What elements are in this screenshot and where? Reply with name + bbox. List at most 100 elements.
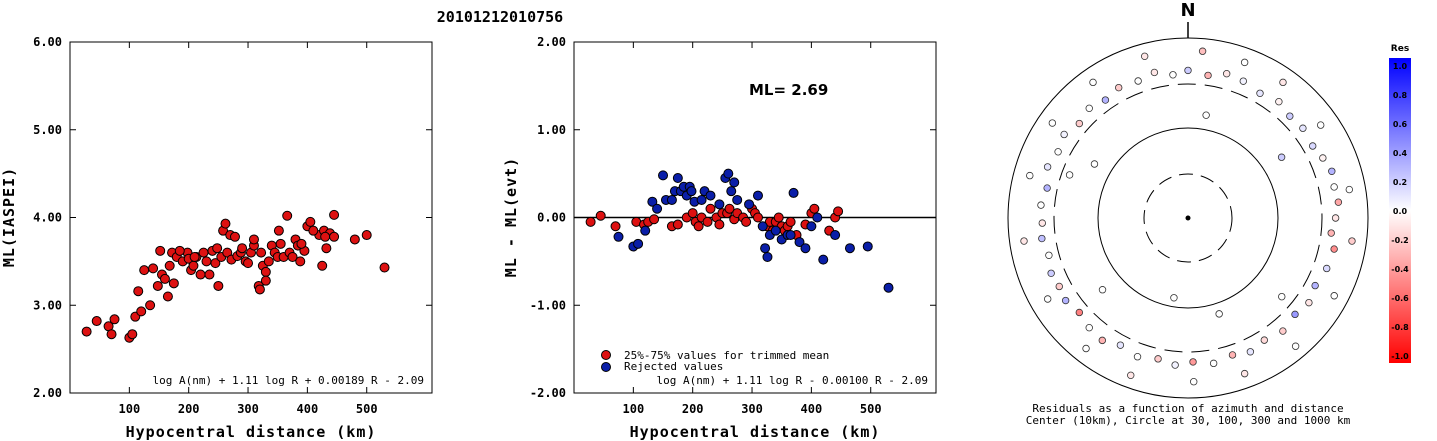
legend-label-trimmed: 25%-75% values for trimmed mean — [624, 349, 829, 362]
azimuth-point — [1098, 286, 1107, 294]
chart-1-ylabel: ML(IASPEI) — [0, 167, 18, 267]
azimuth-point — [1090, 160, 1099, 168]
chart-2-point-s1 — [812, 212, 823, 223]
chart-1-point-s0 — [109, 314, 120, 325]
chart-1-point-s0 — [282, 210, 293, 221]
azimuth-point — [1330, 292, 1338, 300]
chart-1-ytick-label: 2.00 — [33, 386, 62, 400]
chart-1-ytick-label: 6.00 — [33, 35, 62, 49]
azimuth-point — [1348, 237, 1356, 245]
chart-1-point-s0 — [305, 216, 316, 227]
azimuth-point — [1127, 371, 1135, 380]
chart-1-point-s0 — [210, 258, 221, 269]
azimuth-point — [1240, 369, 1249, 378]
chart-2-point-s1 — [757, 221, 768, 232]
colorbar-title: Res — [1391, 44, 1409, 54]
chart-2-point-s0 — [702, 216, 713, 227]
azimuth-point — [1150, 68, 1159, 77]
azimuth-point — [1239, 77, 1247, 85]
azimuth-point — [1045, 251, 1053, 259]
chart-2-point-s1 — [762, 251, 773, 262]
chart-2-xtick-label: 500 — [860, 402, 882, 416]
chart-2-point-s1 — [752, 190, 763, 201]
chart-1-point-s0 — [321, 243, 332, 254]
chart-2-ytick-label: 0.00 — [537, 211, 566, 225]
chart-1-point-s0 — [106, 329, 117, 340]
azimuth-point — [1020, 237, 1028, 245]
azimuth-point — [1279, 78, 1287, 87]
chart-2-point-s1 — [806, 221, 817, 232]
chart-2-point-s1 — [666, 194, 677, 205]
chart-1-points — [81, 209, 390, 343]
colorbar-tick-label: -0.2 — [1391, 236, 1409, 245]
azimuth-points — [1020, 47, 1356, 386]
chart-1-point-s0 — [248, 234, 259, 245]
azimuth-point — [1291, 310, 1299, 319]
azimuth-point — [1275, 97, 1283, 106]
azimuth-point — [1204, 71, 1212, 80]
ring-1000km — [1007, 37, 1369, 399]
azimuth-point — [1291, 342, 1300, 350]
azimuth-point — [1305, 298, 1313, 307]
chart-2-ytick-label: 2.00 — [537, 35, 566, 49]
chart-2-point-s1 — [726, 186, 737, 197]
azimuth-point — [1330, 183, 1338, 191]
chart-2-xtick-label: 100 — [623, 402, 645, 416]
chart-2-points — [585, 168, 894, 293]
azimuth-point — [1330, 245, 1338, 253]
chart-1-point-s0 — [220, 218, 231, 229]
chart-1-ytick-label: 4.00 — [33, 211, 62, 225]
chart-1-point-s0 — [361, 230, 372, 241]
azimuth-point — [1322, 264, 1331, 273]
azimuth-point — [1044, 295, 1052, 303]
chart-1-point-s0 — [296, 238, 307, 249]
chart-2-xtick-label: 200 — [682, 402, 704, 416]
chart-2-formula: log A(nm) + 1.11 log R - 0.00100 R - 2.0… — [656, 374, 928, 387]
colorbar-gradient — [1389, 58, 1411, 363]
azimuth-point — [1082, 344, 1090, 353]
colorbar-tick-label: 0.8 — [1393, 91, 1408, 100]
azimuth-point — [1054, 148, 1062, 156]
chart-1-point-s0 — [260, 266, 271, 277]
chart-1-point-s0 — [329, 209, 340, 220]
chart-1-point-s0 — [349, 234, 360, 245]
azimuth-point — [1154, 355, 1162, 363]
azimuth-point — [1055, 282, 1063, 291]
chart-2-point-s1 — [729, 177, 740, 188]
azimuth-point — [1299, 124, 1307, 132]
azimuth-point — [1047, 269, 1055, 277]
chart-2-point-s1 — [744, 199, 755, 210]
chart-1-xtick-label: 300 — [237, 402, 259, 416]
azimuth-point — [1133, 352, 1142, 361]
chart-2-point-s0 — [705, 203, 716, 214]
chart-1-xtick-label: 200 — [178, 402, 200, 416]
azimuth-point — [1048, 119, 1057, 127]
azimuth-point — [1328, 167, 1336, 175]
chart-1-point-s0 — [189, 251, 200, 262]
azimuth-point — [1279, 327, 1287, 335]
chart-2-point-s1 — [883, 282, 894, 293]
chart-2-point-s0 — [585, 216, 596, 227]
chart-1-x-axis: 100 200 300 400 500 — [119, 42, 378, 416]
chart-2-point-s0 — [649, 214, 660, 225]
chart-2-point-s1 — [672, 173, 683, 184]
chart-2-point-s1 — [844, 243, 855, 254]
azimuth-point — [1209, 359, 1218, 368]
chart-2-ytick-label: -1.00 — [530, 298, 566, 312]
caption-line-1: Residuals as a function of azimuth and d… — [1032, 402, 1343, 415]
colorbar-tick-label: -0.8 — [1391, 323, 1409, 332]
azimuth-point — [1170, 294, 1178, 302]
colorbar-tick-label: 1.0 — [1393, 62, 1408, 71]
chart-2-point-s0 — [741, 216, 752, 227]
chart-1-xtick-label: 400 — [297, 402, 319, 416]
north-label: N — [1180, 0, 1195, 21]
colorbar-ticks: 1.0 0.8 0.6 0.4 0.2 0.0 -0.2 -0.4 -0.6 -0.8 -1.0 — [1391, 62, 1409, 361]
azimuth-point — [1115, 83, 1123, 92]
chart-2-point-s0 — [773, 212, 784, 223]
ring-30km — [1143, 173, 1233, 263]
ring-100km — [1097, 127, 1279, 309]
chart-1-point-s0 — [263, 256, 274, 267]
chart-1-point-s0 — [148, 263, 159, 274]
chart-1-point-s0 — [162, 291, 173, 302]
chart-1-point-s0 — [237, 243, 248, 254]
